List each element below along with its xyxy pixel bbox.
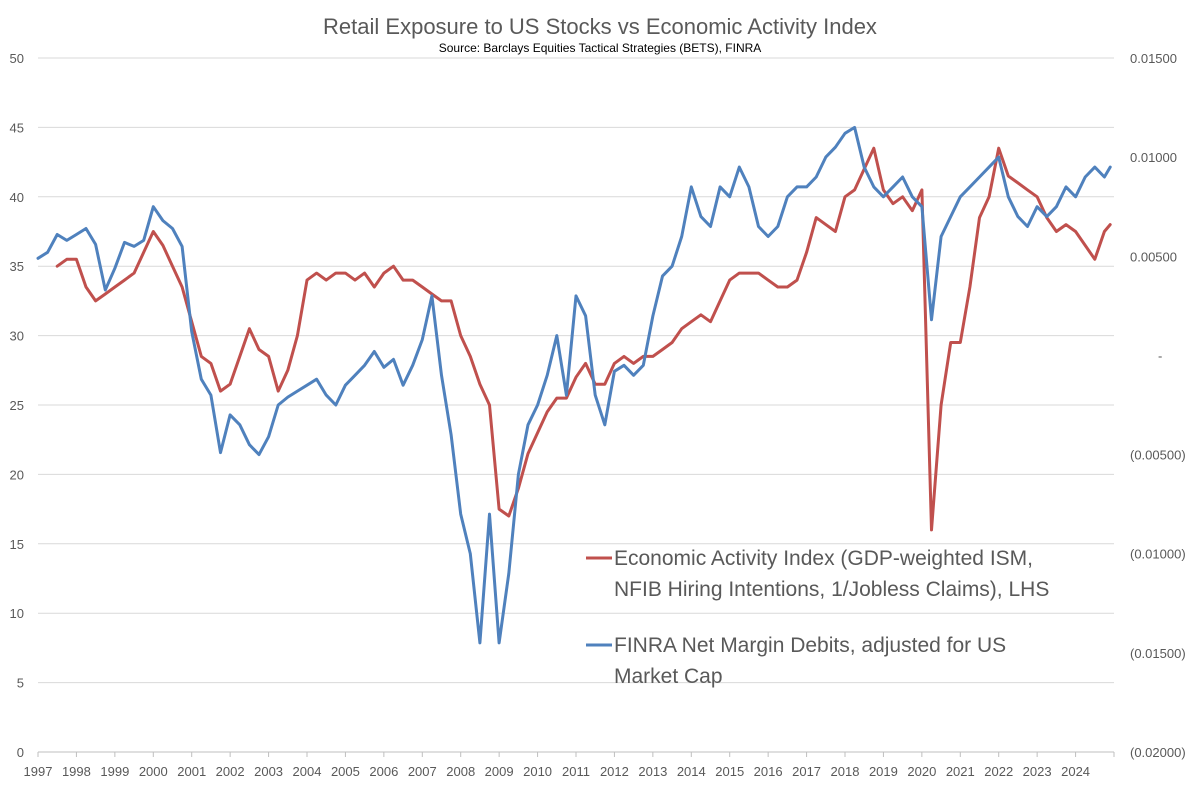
y-right-tick-label: (0.01500) xyxy=(1130,646,1186,661)
legend-label-1: Market Cap xyxy=(614,665,723,688)
x-tick-label: 2007 xyxy=(408,764,437,779)
x-tick-label: 2020 xyxy=(907,764,936,779)
legend-label-0: NFIB Hiring Intentions, 1/Jobless Claims… xyxy=(614,578,1049,601)
gridlines xyxy=(38,57,1114,684)
x-tick-label: 2002 xyxy=(216,764,245,779)
y-right-tick-label: 0.01000 xyxy=(1130,150,1177,165)
x-tick-label: 1999 xyxy=(100,764,129,779)
legend-label-0: Economic Activity Index (GDP-weighted IS… xyxy=(614,547,1033,570)
y-right-tick-label: (0.02000) xyxy=(1130,745,1186,760)
y-left-tick-label: 15 xyxy=(10,537,24,552)
y-left-tick-label: 5 xyxy=(17,676,24,691)
y-right-tick-label: 0.00500 xyxy=(1130,249,1177,264)
chart-title: Retail Exposure to US Stocks vs Economic… xyxy=(323,14,877,39)
x-tick-label: 2009 xyxy=(485,764,514,779)
x-tick-label: 1998 xyxy=(62,764,91,779)
x-tick-label: 2014 xyxy=(677,764,706,779)
y-left-tick-label: 40 xyxy=(10,190,24,205)
x-tick-label: 2001 xyxy=(177,764,206,779)
x-tick-label: 2013 xyxy=(638,764,667,779)
y-right-tick-label: - xyxy=(1158,348,1162,363)
chart-subtitle: Source: Barclays Equities Tactical Strat… xyxy=(439,41,762,55)
legend: Economic Activity Index (GDP-weighted IS… xyxy=(586,547,1049,688)
x-tick-label: 2008 xyxy=(446,764,475,779)
x-tick-label: 2024 xyxy=(1061,764,1090,779)
y-right-tick-label: (0.01000) xyxy=(1130,547,1186,562)
x-tick-label: 2019 xyxy=(869,764,898,779)
x-tick-label: 2010 xyxy=(523,764,552,779)
x-tick-label: 1997 xyxy=(24,764,53,779)
x-tick-label: 2011 xyxy=(562,764,590,779)
y-right-tick-label: 0.01500 xyxy=(1130,51,1177,66)
x-tick-label: 2012 xyxy=(600,764,629,779)
series-line-economic-activity xyxy=(55,146,1112,532)
series-layer xyxy=(36,125,1112,645)
y-left-tick-label: 30 xyxy=(10,329,24,344)
legend-label-1: FINRA Net Margin Debits, adjusted for US xyxy=(614,634,1006,657)
x-tick-label: 2004 xyxy=(293,764,322,779)
y-left-tick-label: 45 xyxy=(10,120,24,135)
x-tick-label: 2005 xyxy=(331,764,360,779)
y-left-tick-label: 35 xyxy=(10,259,24,274)
series-line-finra-margin xyxy=(36,125,1112,645)
y-left-tick-label: 0 xyxy=(17,745,24,760)
x-tick-label: 2023 xyxy=(1023,764,1052,779)
x-tick-label: 2003 xyxy=(254,764,283,779)
x-tick-label: 2021 xyxy=(946,764,975,779)
x-tick-label: 2006 xyxy=(369,764,398,779)
x-tick-label: 2017 xyxy=(792,764,821,779)
x-tick-label: 2016 xyxy=(754,764,783,779)
x-tick-label: 2022 xyxy=(984,764,1013,779)
x-tick-label: 2018 xyxy=(831,764,860,779)
y-left-tick-label: 50 xyxy=(10,51,24,66)
x-tick-label: 2015 xyxy=(715,764,744,779)
axes: 0 5 10 15 20 25 30 35 40 45 50 (0.02000) (0.01500) (0… xyxy=(10,51,1186,779)
y-left-tick-label: 25 xyxy=(10,398,24,413)
y-left-tick-label: 10 xyxy=(10,606,24,621)
x-tick-label: 2000 xyxy=(139,764,168,779)
y-left-tick-label: 20 xyxy=(10,467,24,482)
y-right-tick-label: (0.00500) xyxy=(1130,448,1186,463)
